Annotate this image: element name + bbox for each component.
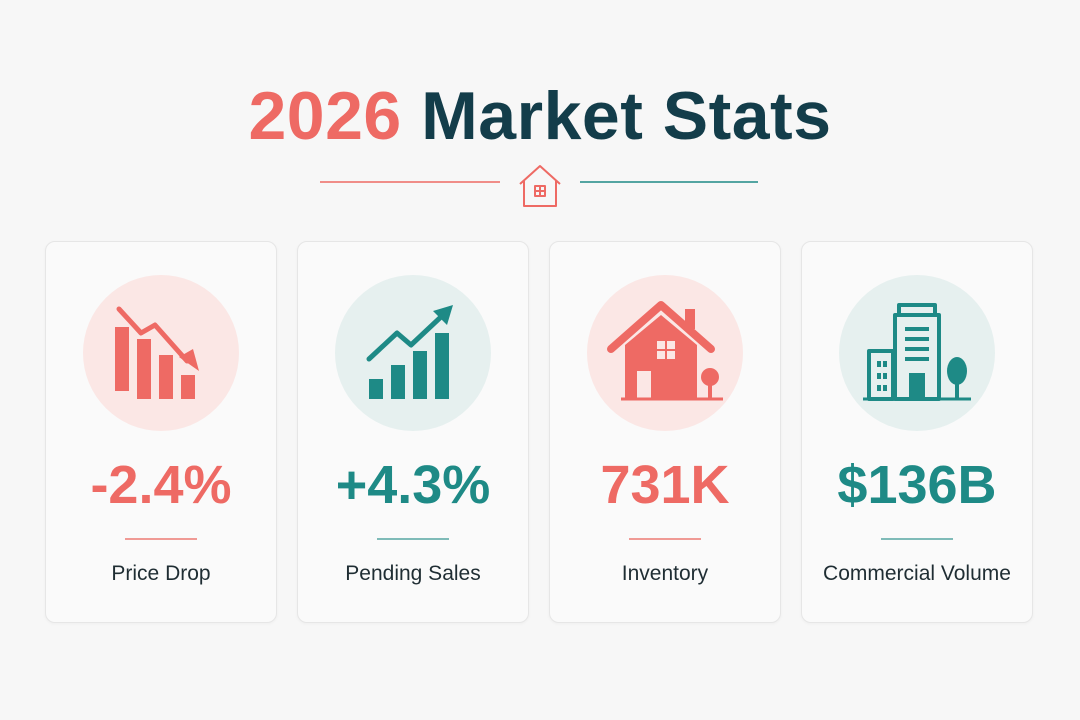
bar-chart-up-icon bbox=[366, 305, 453, 399]
stat-value: $136B bbox=[837, 455, 997, 515]
stats-cards: -2.4% Price Drop +4.3% Pending Sales bbox=[45, 241, 1035, 623]
stat-value: +4.3% bbox=[335, 455, 491, 515]
icon-circle bbox=[83, 275, 239, 431]
icon-circle bbox=[335, 275, 491, 431]
stat-card-price-drop: -2.4% Price Drop bbox=[45, 241, 277, 623]
stat-label: Commercial Volume bbox=[823, 562, 1011, 585]
house-icon bbox=[519, 165, 561, 207]
office-building-icon bbox=[863, 303, 971, 401]
stat-divider bbox=[629, 538, 701, 540]
stat-card-commercial-volume: $136B Commercial Volume bbox=[801, 241, 1033, 623]
stat-divider bbox=[881, 538, 953, 540]
title-divider bbox=[320, 165, 758, 207]
stat-value: -2.4% bbox=[90, 455, 232, 515]
house-icon bbox=[607, 301, 723, 401]
icon-circle bbox=[839, 275, 995, 431]
title-year: 2026 bbox=[248, 78, 402, 154]
stat-divider bbox=[377, 538, 449, 540]
title-text: Market Stats bbox=[421, 78, 832, 154]
page-title: 2026 Market Stats bbox=[0, 76, 1080, 156]
stat-card-pending-sales: +4.3% Pending Sales bbox=[297, 241, 529, 623]
icon-circle bbox=[587, 275, 743, 431]
bar-chart-down-icon bbox=[115, 306, 199, 399]
stat-divider bbox=[125, 538, 197, 540]
stat-label: Price Drop bbox=[111, 562, 211, 585]
stat-card-inventory: 731K Inventory bbox=[549, 241, 781, 623]
stat-value: 731K bbox=[600, 455, 730, 515]
stat-label: Pending Sales bbox=[345, 562, 481, 585]
stat-label: Inventory bbox=[621, 562, 709, 585]
